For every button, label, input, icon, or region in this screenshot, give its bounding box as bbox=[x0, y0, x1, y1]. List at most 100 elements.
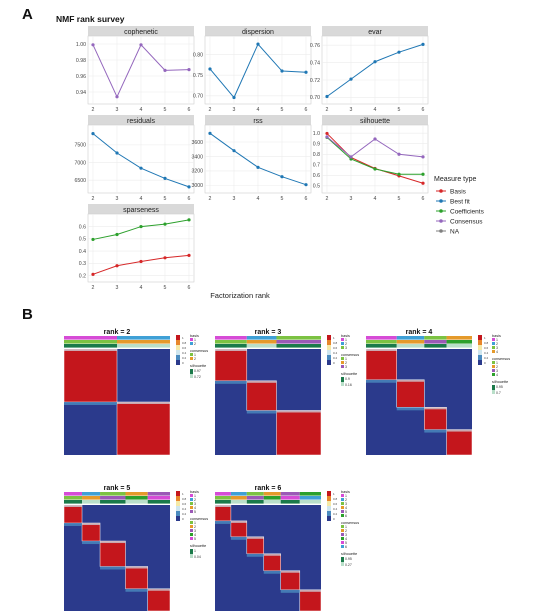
scale-tick-label: 0.2 bbox=[182, 512, 187, 516]
consensus-label: 1 bbox=[194, 521, 196, 525]
x-tick-label: 2 bbox=[326, 107, 329, 113]
y-tick-label: 0.8 bbox=[313, 152, 320, 158]
silhouette-min-label: 0.27 bbox=[345, 563, 352, 567]
silhouette-gradient-dark bbox=[190, 549, 193, 557]
annotation-track-cell bbox=[446, 344, 472, 348]
annotation-track-cell bbox=[263, 492, 281, 496]
silhouette-max-label: 1 bbox=[194, 549, 196, 553]
scale-swatch bbox=[176, 345, 180, 350]
data-point bbox=[91, 43, 95, 47]
data-point bbox=[208, 131, 212, 135]
y-tick-label: 0.76 bbox=[310, 43, 320, 49]
consensus-label: 3 bbox=[345, 533, 347, 537]
data-point bbox=[349, 155, 353, 159]
consensus-label: 2 bbox=[345, 529, 347, 533]
y-tick-label: 1.00 bbox=[76, 42, 86, 48]
cluster-block bbox=[214, 348, 248, 382]
scale-tick-label: 0.2 bbox=[333, 356, 338, 360]
scale-tick-label: 0 bbox=[333, 361, 335, 365]
scale-swatch bbox=[176, 350, 180, 355]
scale-swatch bbox=[327, 491, 331, 496]
x-tick-label: 2 bbox=[92, 107, 95, 113]
heatmap-title: rank = 4 bbox=[406, 329, 433, 336]
annotation-track-cell bbox=[125, 500, 148, 504]
annotation-track-cell bbox=[446, 340, 472, 344]
scale-tick-label: 0.2 bbox=[182, 356, 187, 360]
data-point bbox=[139, 224, 143, 229]
scale-tick-label: 1 bbox=[182, 336, 184, 340]
facet-title: evar bbox=[368, 29, 382, 36]
y-tick-label: 0.7 bbox=[313, 163, 320, 169]
block-edge bbox=[299, 589, 321, 592]
cluster-block bbox=[147, 588, 171, 612]
annotation-track-cell bbox=[246, 500, 264, 504]
basis-label: 4 bbox=[496, 350, 498, 354]
annotation-track-cell bbox=[100, 496, 126, 500]
y-tick-label: 0.70 bbox=[193, 94, 203, 100]
annotation-track-cell bbox=[424, 340, 447, 344]
scale-tick-label: 0.4 bbox=[333, 351, 338, 355]
cluster-block bbox=[63, 504, 83, 524]
basis-swatch bbox=[190, 510, 193, 513]
basis-legend-title: basis bbox=[190, 490, 199, 494]
data-point bbox=[115, 151, 119, 155]
block-edge bbox=[215, 505, 231, 507]
x-tick-label: 2 bbox=[209, 107, 212, 113]
scale-tick-label: 1 bbox=[182, 492, 184, 496]
annotation-track-cell bbox=[246, 496, 264, 500]
annotation-track-cell bbox=[276, 340, 321, 344]
annotation-track-cell bbox=[366, 344, 397, 348]
x-tick-label: 3 bbox=[116, 196, 119, 202]
annotation-track-cell bbox=[280, 492, 300, 496]
facet-evar: evar 2 3 4 5 6 0.70 0.72 0.74 0.76 bbox=[310, 26, 429, 113]
facet-strip bbox=[88, 115, 194, 125]
annotation-track-cell bbox=[276, 336, 321, 340]
scale-swatch bbox=[478, 360, 482, 365]
consensus-legend-title: consensus bbox=[492, 357, 510, 361]
legend-title: Measure type bbox=[434, 176, 477, 183]
basis-label: 5 bbox=[345, 510, 347, 514]
basis-label: 1 bbox=[345, 494, 347, 498]
cluster-block bbox=[81, 522, 101, 542]
x-tick-label: 3 bbox=[116, 107, 119, 113]
scale-swatch bbox=[327, 511, 331, 516]
basis-swatch bbox=[341, 502, 344, 505]
cluster-block bbox=[365, 348, 397, 380]
annotation-track-cell bbox=[276, 344, 321, 348]
cluster-block bbox=[63, 348, 118, 403]
cluster-block bbox=[125, 566, 148, 589]
cluster-block bbox=[99, 540, 126, 567]
consensus-swatch bbox=[341, 537, 344, 540]
block-edge bbox=[64, 505, 83, 507]
scale-tick-label: 1 bbox=[333, 336, 335, 340]
scale-tick-label: 1 bbox=[484, 336, 486, 340]
x-tick-label: 4 bbox=[140, 196, 143, 202]
data-point bbox=[397, 152, 401, 156]
data-point bbox=[304, 70, 308, 74]
consensus-swatch bbox=[190, 521, 193, 524]
annotation-track-cell bbox=[246, 336, 277, 340]
scale-tick-label: 0.8 bbox=[333, 341, 338, 345]
consensus-label: 4 bbox=[194, 533, 196, 537]
x-tick-label: 4 bbox=[140, 285, 143, 291]
consensus-swatch bbox=[341, 365, 344, 368]
block-edge bbox=[396, 379, 425, 382]
block-edge bbox=[215, 349, 247, 351]
x-tick-label: 5 bbox=[164, 196, 167, 202]
scale-swatch bbox=[176, 516, 180, 521]
consensus-legend-title: consensus bbox=[190, 349, 208, 353]
measure-type-legend: Measure type Basis Best fit Coefficients Con… bbox=[434, 176, 485, 235]
x-tick-label: 6 bbox=[422, 196, 425, 202]
annotation-track-cell bbox=[215, 496, 231, 500]
block-edge bbox=[246, 380, 277, 383]
basis-label: 2 bbox=[194, 498, 196, 502]
basis-swatch bbox=[190, 506, 193, 509]
basis-swatch bbox=[190, 342, 193, 345]
legend-swatch-point bbox=[439, 199, 443, 203]
basis-label: 2 bbox=[194, 342, 196, 346]
data-point bbox=[304, 183, 308, 187]
off-diagonal-band bbox=[366, 379, 397, 383]
annotation-track-cell bbox=[446, 336, 472, 340]
basis-label: 3 bbox=[345, 346, 347, 350]
annotation-track-cell bbox=[280, 500, 300, 504]
